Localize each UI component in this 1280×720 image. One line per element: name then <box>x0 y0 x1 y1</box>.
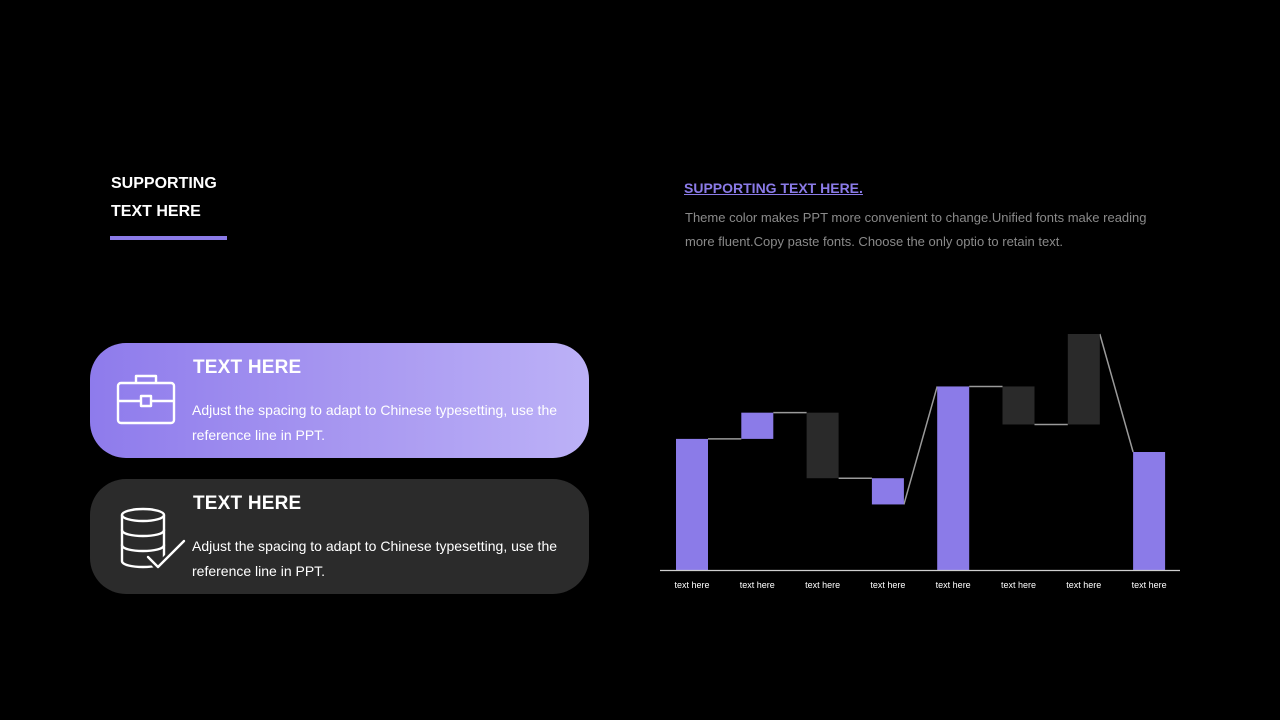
chart-bar-1 <box>676 438 708 570</box>
chart-bar-2 <box>741 412 774 439</box>
chart-bar-8 <box>1133 452 1166 570</box>
x-tick-label-5: text here <box>936 580 971 590</box>
chart-bar-3 <box>806 412 839 479</box>
feature-card-2: TEXT HERE Adjust the spacing to adapt to… <box>90 479 589 594</box>
x-tick-label-8: text here <box>1132 580 1167 590</box>
heading-block: SUPPORTING TEXT HERE <box>111 170 311 226</box>
feature-card-1: TEXT HERE Adjust the spacing to adapt to… <box>90 343 589 458</box>
info-title: SUPPORTING TEXT HERE. <box>684 180 863 196</box>
chart-connector-7 <box>1099 333 1134 453</box>
x-tick-label-1: text here <box>674 580 709 590</box>
heading-line-2: TEXT HERE <box>111 203 201 220</box>
chart-bar-6 <box>1002 386 1035 425</box>
card-body: Adjust the spacing to adapt to Chinese t… <box>192 402 558 443</box>
x-tick-label-2: text here <box>740 580 775 590</box>
waterfall-chart: text here text here text here text here text… <box>660 333 1180 590</box>
x-tick-label-4: text here <box>870 580 905 590</box>
heading-line-1: SUPPORTING <box>111 175 217 192</box>
chart-bar-5 <box>937 386 970 570</box>
card-title: TEXT HERE <box>193 357 302 378</box>
chart-bar-4 <box>871 478 904 505</box>
x-tick-label-3: text here <box>805 580 840 590</box>
chart-bar-7 <box>1067 334 1100 425</box>
x-tick-label-6: text here <box>1001 580 1036 590</box>
heading-underline <box>110 236 227 240</box>
x-tick-label-7: text here <box>1066 580 1101 590</box>
database-check-icon <box>114 507 188 571</box>
info-body: Theme color makes PPT more convenient to… <box>685 210 1147 249</box>
briefcase-icon <box>114 371 178 435</box>
card-title: TEXT HERE <box>193 493 302 514</box>
card-body: Adjust the spacing to adapt to Chinese t… <box>192 538 558 579</box>
chart-connector-4 <box>903 386 938 505</box>
